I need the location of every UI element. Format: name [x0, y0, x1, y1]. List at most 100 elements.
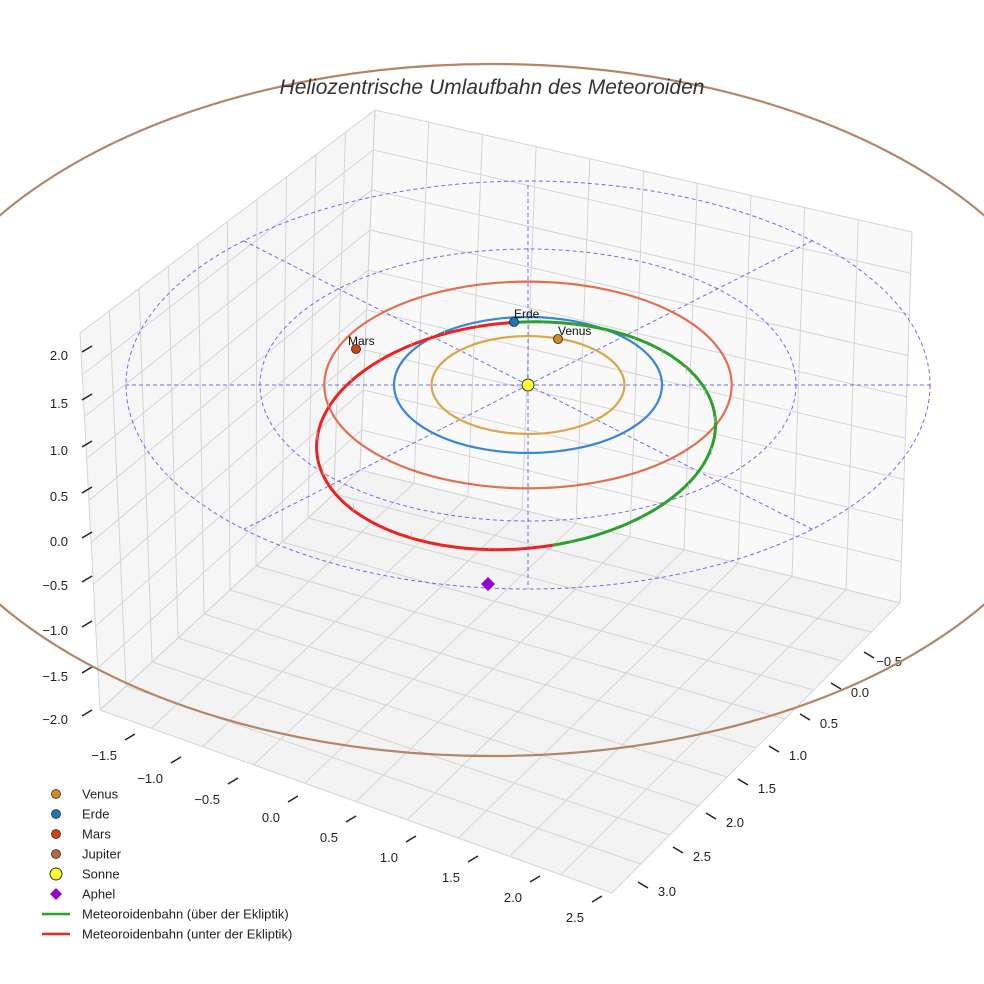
body-mars: [351, 344, 361, 354]
y-tick-label: 3.0: [658, 884, 676, 899]
back-gridline-x: [899, 231, 913, 604]
left-gridline-y: [138, 288, 153, 663]
x-tick-label: 2.5: [566, 910, 584, 925]
left-gridline-y: [168, 266, 179, 639]
floor-gridline-y: [99, 709, 613, 894]
legend-label: Mars: [82, 827, 111, 842]
legend-label: Jupiter: [82, 847, 122, 862]
y-tick-label: 0.0: [851, 685, 869, 700]
legend-label: Erde: [82, 807, 109, 822]
body-erde: [509, 317, 519, 327]
z-tick-label: −1.5: [42, 669, 68, 684]
sun: [521, 378, 535, 392]
x-tick-mark: [405, 835, 417, 843]
z-tick-label: −2.0: [42, 712, 68, 727]
left-gridline-y: [281, 176, 287, 543]
legend: Venus Erde Mars Jupiter Sonne Aphel Meteoroide…: [42, 787, 292, 942]
x-tick-mark: [124, 733, 136, 741]
z-tick-label: 1.5: [50, 396, 68, 411]
y-tick-label: 1.0: [789, 748, 807, 763]
chart-title: Heliozentrische Umlaufbahn des Meteoroid…: [280, 76, 705, 99]
wall-gridline-z: [86, 229, 909, 460]
y-tick-label: 1.5: [758, 781, 776, 796]
floor-gridline-y: [203, 613, 728, 778]
legend-label: Sonne: [82, 867, 120, 882]
x-tick-label: 1.5: [442, 870, 460, 885]
wall-gridline-z: [84, 189, 910, 418]
meteoroid-orbit-above: [518, 320, 717, 547]
wall-gridline-z: [79, 109, 913, 334]
z-tick-mark: [81, 709, 93, 717]
z-tick-label: 2.0: [50, 348, 68, 363]
orbit-erde: [392, 315, 664, 455]
wall-gridline-z: [99, 469, 901, 711]
planet-orbits: [0, 63, 984, 757]
z-tick-label: 0.5: [50, 489, 68, 504]
wall-gridline-z: [81, 149, 911, 376]
z-tick-mark: [81, 486, 93, 494]
y-tick-mark: [863, 651, 875, 659]
back-gridline-x: [629, 170, 644, 537]
axis-panes: [80, 110, 912, 893]
z-tick-mark: [81, 620, 93, 628]
z-tick-mark: [81, 440, 93, 448]
x-tick-mark: [170, 756, 182, 764]
y-tick-label: 2.0: [726, 815, 744, 830]
wall-gridline-z: [93, 349, 905, 585]
legend-marker: [51, 809, 61, 819]
orbit-jupiter: [0, 63, 984, 757]
back-gridline-x: [791, 207, 806, 577]
floor-gridline-y: [177, 637, 699, 807]
z-tick-mark: [81, 345, 93, 353]
x-tick-label: 2.0: [504, 890, 522, 905]
y-tick-mark: [799, 713, 811, 721]
left-gridline-y: [333, 132, 346, 495]
y-tick-mark: [637, 881, 649, 889]
y-tick-mark: [705, 812, 717, 820]
meteoroid-orbit: [315, 320, 717, 552]
floor-gridline-y: [229, 589, 757, 749]
floor-gridline-y: [151, 661, 670, 836]
left-gridline-y: [307, 154, 317, 519]
z-tick-mark: [81, 575, 93, 583]
z-tick-mark: [81, 531, 93, 539]
wall-gridline-z: [88, 269, 907, 501]
floor-gridline-y: [333, 493, 872, 633]
axis-ticks: 2.0 1.5 1.0 0.5 0.0 −0.5 −1.0 −1.5 −2.0 −1.5 −1.0 −…: [42, 345, 902, 925]
y-tick-mark: [830, 682, 842, 690]
y-tick-label: 2.5: [693, 849, 711, 864]
legend-label: Venus: [82, 787, 119, 802]
legend-marker: [50, 888, 62, 900]
back-gridline-x: [521, 146, 537, 510]
body-label-erde: Erde: [514, 307, 540, 321]
z-tick-mark: [81, 666, 93, 674]
z-tick-mark: [81, 393, 93, 401]
x-tick-mark: [287, 795, 299, 803]
z-tick-label: −0.5: [42, 578, 68, 593]
ecliptic-reference-grid: [125, 180, 931, 590]
celestial-bodies: Venus Erde Mars: [348, 307, 591, 591]
x-tick-label: 1.0: [380, 850, 398, 865]
legend-marker: [51, 789, 61, 799]
z-tick-label: 0.0: [50, 534, 68, 549]
aphel-marker: [481, 577, 495, 591]
left-gridline-y: [255, 199, 258, 567]
z-tick-label: −1.0: [42, 623, 68, 638]
left-pane: [80, 110, 375, 710]
x-tick-mark: [345, 815, 357, 823]
body-label-mars: Mars: [348, 334, 375, 348]
y-tick-mark: [737, 778, 749, 786]
floor-gridline-y: [281, 541, 814, 691]
back-gridline-x: [737, 195, 752, 564]
x-tick-mark: [529, 875, 541, 883]
x-tick-label: 0.5: [320, 830, 338, 845]
left-gridline-y: [79, 332, 101, 711]
legend-marker: [51, 849, 61, 859]
x-tick-label: −1.5: [91, 748, 117, 763]
x-tick-label: −1.0: [137, 771, 163, 786]
x-tick-mark: [591, 895, 603, 903]
body-label-venus: Venus: [558, 324, 591, 338]
left-gridline-y: [359, 109, 376, 471]
legend-marker: [49, 867, 63, 881]
